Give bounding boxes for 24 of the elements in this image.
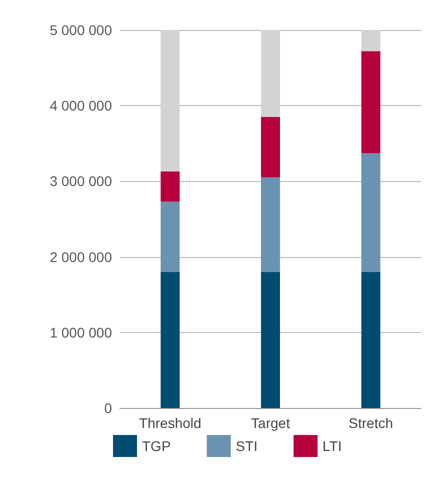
bar	[160, 171, 180, 202]
bar	[261, 116, 280, 178]
bar	[361, 272, 380, 408]
x-tick-label: Threshold	[139, 415, 202, 431]
x-tick-label: Stretch	[348, 415, 394, 431]
bar	[261, 30, 280, 117]
y-tick-label: 1 000 000	[50, 324, 112, 340]
y-tick-label: 5 000 000	[50, 22, 112, 38]
legend-label: TGP	[142, 438, 171, 454]
bar	[160, 272, 180, 408]
bar	[261, 272, 280, 408]
bar	[160, 30, 180, 172]
y-tick-label: 4 000 000	[50, 98, 112, 114]
y-tick-label: 2 000 000	[50, 248, 112, 265]
y-tick-label: 0	[104, 400, 112, 416]
legend-label: LTI	[322, 438, 342, 454]
bar	[361, 153, 380, 272]
bar	[361, 30, 380, 52]
legend-label: STI	[236, 438, 258, 454]
bar	[261, 177, 280, 272]
y-tick-label: 3 000 000	[50, 173, 112, 190]
bar	[160, 202, 180, 272]
bar	[361, 51, 380, 154]
x-tick-label: Target	[251, 415, 290, 431]
